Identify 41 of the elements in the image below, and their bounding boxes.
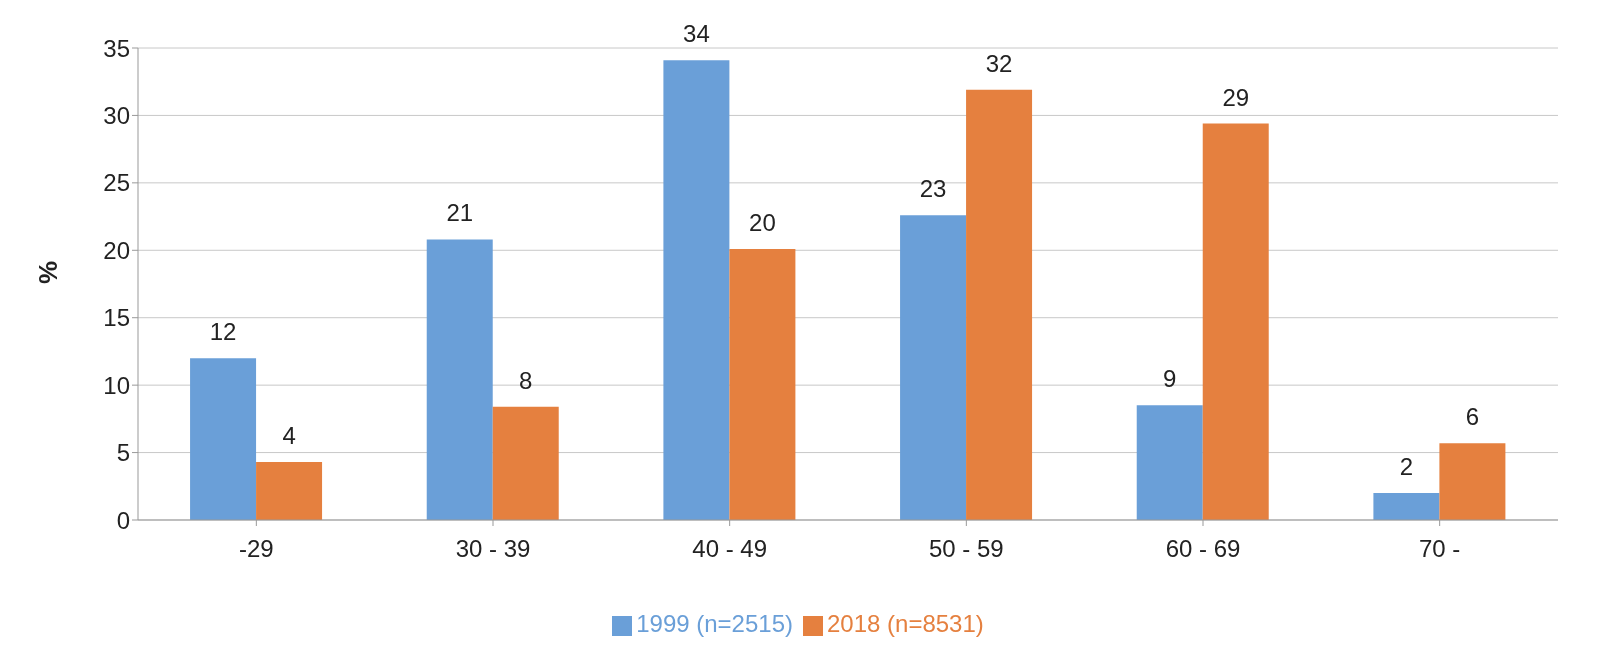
x-tick-label: 30 - 39 — [455, 535, 531, 563]
bar — [256, 462, 323, 520]
y-tick-label: 30 — [103, 101, 130, 129]
y-tick-label: 20 — [103, 236, 130, 264]
x-tick-label: -29 — [238, 535, 274, 563]
y-tick-label: 35 — [103, 34, 130, 62]
legend-label: 1999 (n=2515) — [636, 610, 793, 637]
y-tick-label: 15 — [103, 304, 130, 332]
y-tick-label: 0 — [116, 506, 130, 534]
data-label: 20 — [749, 208, 776, 236]
data-label: 23 — [919, 175, 947, 203]
bar — [1373, 493, 1440, 520]
x-tick-label: 60 - 69 — [1165, 535, 1241, 563]
y-axis-title: % — [33, 260, 64, 284]
data-label: 2 — [1399, 453, 1414, 481]
data-label: 32 — [985, 49, 1013, 77]
data-label: 8 — [519, 366, 533, 394]
data-label: 29 — [1222, 83, 1250, 111]
bar — [1439, 443, 1506, 520]
y-tick-label: 10 — [103, 371, 130, 399]
bar — [492, 406, 559, 520]
bar — [1136, 405, 1203, 520]
bar — [900, 215, 967, 520]
bar — [966, 89, 1033, 520]
bar — [663, 60, 730, 520]
data-label: 9 — [1163, 365, 1177, 393]
y-tick-label: 5 — [116, 439, 130, 467]
x-tick-label: 40 - 49 — [692, 535, 768, 563]
bar — [1202, 123, 1269, 520]
bar — [190, 358, 257, 520]
data-label: 12 — [209, 318, 237, 346]
x-tick-label: 50 - 59 — [928, 535, 1004, 563]
data-label: 4 — [282, 422, 296, 450]
bar — [426, 239, 493, 520]
data-label: 6 — [1465, 403, 1480, 431]
x-tick-label: 70 - — [1418, 535, 1461, 563]
bar — [729, 248, 796, 520]
data-label: 34 — [683, 20, 710, 48]
data-label: 21 — [446, 199, 474, 227]
y-tick-label: 25 — [103, 169, 130, 197]
legend-label: 2018 (n=8531) — [827, 610, 984, 637]
